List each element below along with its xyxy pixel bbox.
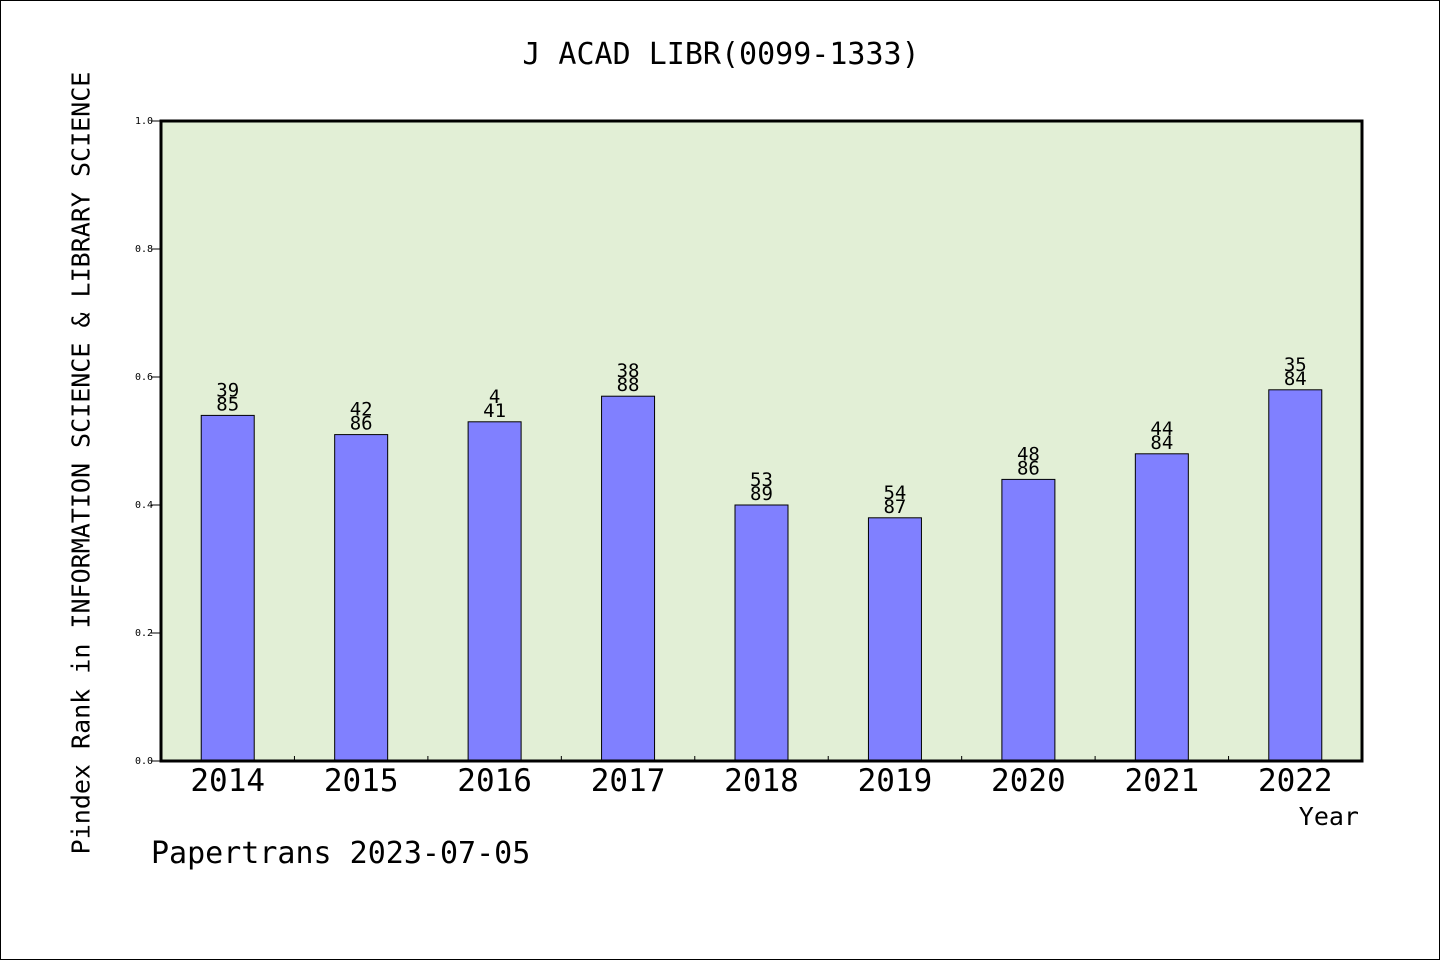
bar-rank-label: 35: [1284, 354, 1307, 376]
bar-rank-label: 48: [1017, 443, 1040, 465]
bar-total-label: 86: [350, 413, 373, 435]
bar: [467, 421, 522, 762]
bar-total-label: 87: [883, 496, 906, 518]
bar-rank-label: 44: [1150, 418, 1173, 440]
y-tick-label: 1.0: [135, 116, 153, 127]
bar-rank-label: 53: [750, 469, 773, 491]
bar: [1268, 389, 1323, 762]
bar-rank-label: 42: [350, 399, 373, 421]
y-axis-label: Pindex Rank in INFORMATION SCIENCE & LIB…: [66, 71, 96, 855]
y-tick-label: 0.4: [135, 500, 153, 511]
bar-total-label: 41: [483, 400, 506, 422]
x-tick-label: 2021: [1125, 763, 1200, 799]
bar-total-label: 88: [617, 374, 640, 396]
plot-border: [159, 119, 1364, 763]
x-tick-label: 2016: [457, 763, 532, 799]
bar: [200, 414, 255, 762]
bar-total-label: 84: [1284, 368, 1307, 390]
x-tick-label: 2018: [724, 763, 799, 799]
bar-total-label: 86: [1017, 457, 1040, 479]
y-tick-label: 0.6: [135, 372, 153, 383]
x-tick-label: 2014: [190, 763, 265, 799]
bar-total-label: 84: [1150, 432, 1173, 454]
bar-total-label: 85: [216, 393, 239, 415]
bar: [867, 517, 922, 762]
x-tick-label: 2022: [1258, 763, 1333, 799]
bar-rank-label: 38: [617, 360, 640, 382]
bar-rank-label: 39: [216, 379, 239, 401]
bar: [1001, 478, 1056, 762]
x-axis-label: Year: [1298, 802, 1359, 831]
y-tick-label: 0.8: [135, 244, 153, 255]
x-tick-label: 2020: [991, 763, 1066, 799]
bar: [601, 395, 656, 762]
bar-rank-label: 4: [489, 386, 500, 408]
x-tick-label: 2019: [858, 763, 933, 799]
y-tick-label: 0.2: [135, 628, 153, 639]
bar: [1134, 453, 1189, 762]
footer-credit: Papertrans 2023-07-05: [151, 836, 531, 871]
x-tick-label: 2017: [591, 763, 666, 799]
bar: [334, 434, 389, 762]
bar-total-label: 89: [750, 483, 773, 505]
y-tick-label: 0.0: [135, 756, 153, 767]
chart-title: J ACAD LIBR(0099-1333): [522, 37, 920, 72]
bar: [734, 504, 789, 762]
x-tick-label: 2015: [324, 763, 399, 799]
bar-rank-label: 54: [883, 482, 906, 504]
